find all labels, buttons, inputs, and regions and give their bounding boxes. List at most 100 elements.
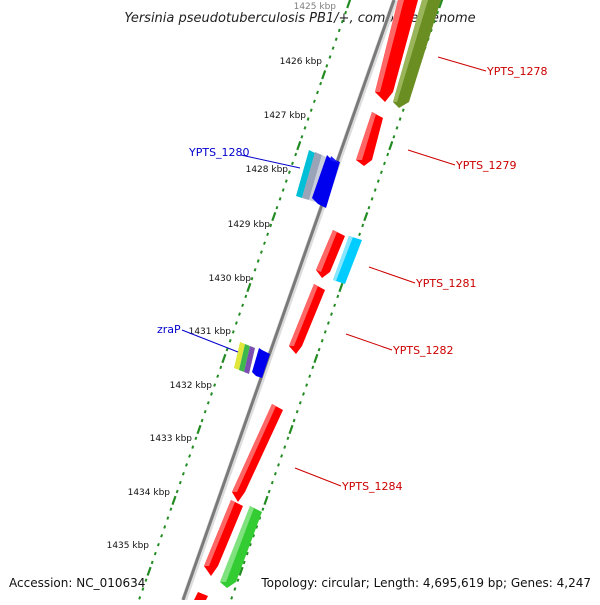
feature-zraP-purple[interactable]	[244, 346, 255, 374]
tick-track-outer-tick	[317, 347, 321, 352]
tick-label-1430: 1430 kbp	[209, 274, 252, 284]
feature-YPTS_1284[interactable]	[232, 404, 283, 502]
tick-track-outer-tick	[338, 282, 344, 293]
tick-track-outer-tick	[320, 338, 324, 343]
tick-track-inner-tick	[256, 259, 260, 263]
feature-red-bottom[interactable]	[194, 592, 208, 600]
tick-track-inner-tick	[328, 55, 332, 59]
feature-YPTS_1281-highlight	[333, 236, 353, 281]
tick-track-outer-tick	[398, 117, 402, 121]
tick-track-inner-tick	[312, 99, 316, 104]
tick-track-inner-tick	[263, 241, 266, 245]
tick-track-outer-tick	[333, 303, 337, 308]
tick-track-inner-tick	[346, 0, 352, 9]
tick-track-inner-tick	[334, 37, 338, 42]
tick-track-inner-tick	[163, 525, 167, 529]
tick-track-inner-tick	[146, 566, 152, 576]
tick-track-inner-tick	[344, 10, 348, 15]
tick-track-outer-tick	[392, 135, 396, 139]
tick-track-outer-tick	[313, 353, 319, 364]
label-YPTS_1282[interactable]: YPTS_1282	[392, 344, 454, 357]
tick-track-inner-tick	[340, 19, 344, 24]
tick-track-outer-tick	[277, 463, 280, 467]
tick-track-outer-tick	[283, 445, 287, 449]
feature-YPTS_1278-highlight	[393, 0, 428, 102]
tick-label-1426: 1426 kbp	[280, 57, 323, 67]
tick-track-inner-tick	[294, 152, 298, 157]
tick-track-outer-tick	[376, 179, 380, 183]
tick-track-inner-tick	[171, 495, 177, 505]
tick-track-inner-tick	[219, 365, 223, 370]
tick-track-outer-tick	[298, 401, 302, 405]
feature-YPTS_1277-highlight	[375, 0, 404, 92]
label-YPTS_1281[interactable]: YPTS_1281	[415, 277, 477, 290]
tick-track-inner-tick	[319, 81, 323, 86]
feature-YPTS_1282-highlight	[289, 284, 318, 346]
tick-track-inner-tick	[287, 170, 291, 175]
tick-track-outer-tick	[261, 507, 265, 511]
feature-rna-green-highlight	[220, 506, 254, 582]
tick-track-inner-tick	[309, 108, 313, 112]
tick-track-outer-tick	[280, 454, 284, 458]
feature-YPTS_1282[interactable]	[289, 284, 325, 354]
tick-track-outer-tick	[432, 19, 436, 24]
feature-red-1435[interactable]	[204, 500, 243, 576]
leader-YPTS_1279	[407, 149, 456, 166]
tick-track-inner-tick	[306, 117, 310, 121]
label-zraP[interactable]: zraP	[157, 323, 181, 336]
tick-track-inner-tick	[160, 534, 164, 538]
feature-red-1429-highlight	[316, 230, 337, 272]
tick-track-inner-tick	[244, 294, 248, 299]
tick-track-outer-tick	[361, 223, 365, 228]
tick-track-inner-tick	[241, 303, 245, 308]
feature-YPTS_1280-cyan[interactable]	[296, 150, 315, 198]
tick-track-inner-tick	[291, 161, 294, 166]
tick-track-inner-tick	[246, 282, 252, 293]
feature-YPTS_1281[interactable]	[333, 236, 362, 284]
leader-YPTS_1284	[294, 467, 342, 487]
tick-track-outer-tick	[388, 141, 394, 151]
tick-track-inner-tick	[213, 383, 217, 387]
tick-track-inner-tick	[200, 418, 204, 423]
tick-track-outer-tick	[373, 188, 377, 192]
tick-track-inner-tick	[269, 223, 273, 228]
tick-track-outer-tick	[383, 161, 386, 166]
tick-track-inner-tick	[325, 64, 329, 68]
feature-zraP[interactable]	[252, 348, 270, 378]
genome-backbone-core	[181, 0, 396, 601]
feature-YPTS_1284-highlight	[232, 404, 276, 492]
tick-track-inner-tick	[337, 28, 341, 33]
feature-YPTS_1280[interactable]	[312, 155, 340, 208]
label-YPTS_1280[interactable]: YPTS_1280	[188, 146, 250, 159]
tick-label-1427: 1427 kbp	[264, 111, 307, 121]
tick-label-1435: 1435 kbp	[107, 541, 150, 551]
tick-track-outer-tick	[395, 126, 399, 130]
tick-track-outer-tick	[295, 409, 299, 414]
feature-YPTS_1279-highlight	[356, 112, 376, 160]
tick-track-outer-tick	[438, 0, 444, 9]
feature-YPTS_1280-tip[interactable]	[330, 156, 339, 163]
tick-track-outer-tick	[242, 560, 246, 565]
tick-track-outer-tick	[236, 578, 240, 582]
feature-YPTS_1280-gray[interactable]	[302, 152, 322, 200]
tick-track-outer-tick	[292, 418, 296, 423]
tick-track-outer-tick	[363, 212, 369, 222]
feature-YPTS_1277[interactable]	[375, 0, 418, 102]
tick-track-inner-tick	[259, 250, 263, 254]
feature-zraP-yellow[interactable]	[234, 342, 245, 370]
label-leaders	[181, 56, 487, 487]
label-YPTS_1279[interactable]: YPTS_1279	[455, 159, 517, 172]
tick-track-inner-tick	[216, 374, 220, 378]
tick-track-outer-tick	[436, 10, 440, 15]
label-YPTS_1278[interactable]: YPTS_1278	[486, 65, 548, 78]
feature-YPTS_1278[interactable]	[393, 0, 441, 108]
gene-labels: YPTS_1278 YPTS_1279 YPTS_1280 YPTS_1281 …	[157, 65, 548, 493]
tick-track-inner-tick	[296, 141, 302, 151]
tick-labels: 1425 kbp 1426 kbp 1427 kbp 1428 kbp 1429…	[107, 2, 337, 551]
tick-track-inner-tick	[196, 424, 202, 435]
feature-zraP-green[interactable]	[239, 344, 250, 372]
tick-track-outer-tick	[336, 294, 340, 299]
label-YPTS_1284[interactable]: YPTS_1284	[341, 480, 403, 493]
tick-track-inner-tick	[225, 347, 229, 352]
